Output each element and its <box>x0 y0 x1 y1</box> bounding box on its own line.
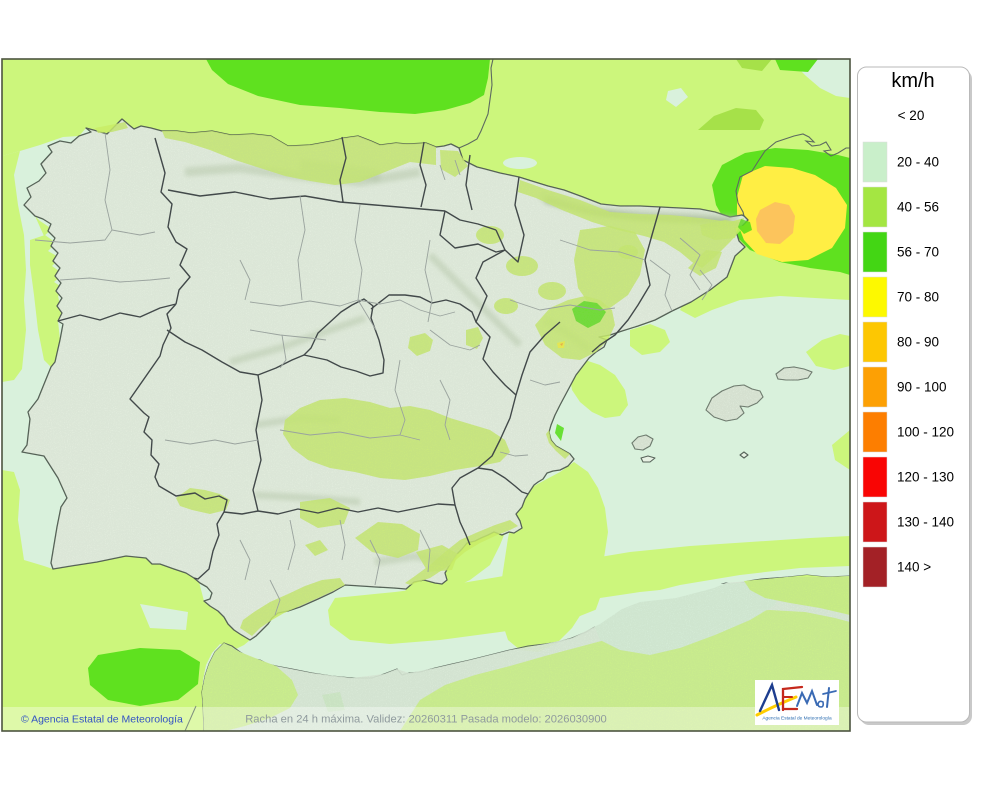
svg-text:100 - 120: 100 - 120 <box>897 425 954 440</box>
svg-text:© Agencia Estatal de Meteorolo: © Agencia Estatal de Meteorología <box>21 714 183 726</box>
svg-text:70 - 80: 70 - 80 <box>897 290 939 305</box>
svg-text:90 - 100: 90 - 100 <box>897 380 947 395</box>
svg-text:Agencia Estatal de Meteorologí: Agencia Estatal de Meteorología <box>762 716 832 722</box>
svg-text:20 - 40: 20 - 40 <box>897 155 939 170</box>
svg-text:km/h: km/h <box>891 70 934 92</box>
svg-text:140 >: 140 > <box>897 560 931 575</box>
svg-text:56 - 70: 56 - 70 <box>897 245 939 260</box>
svg-text:< 20: < 20 <box>898 108 925 123</box>
svg-text:Racha en 24 h máxima. Validez:: Racha en 24 h máxima. Validez: 20260311 … <box>245 714 607 726</box>
svg-text:120 - 130: 120 - 130 <box>897 470 954 485</box>
svg-text:130 - 140: 130 - 140 <box>897 515 954 530</box>
svg-text:80 - 90: 80 - 90 <box>897 335 939 350</box>
svg-text:40 - 56: 40 - 56 <box>897 200 939 215</box>
